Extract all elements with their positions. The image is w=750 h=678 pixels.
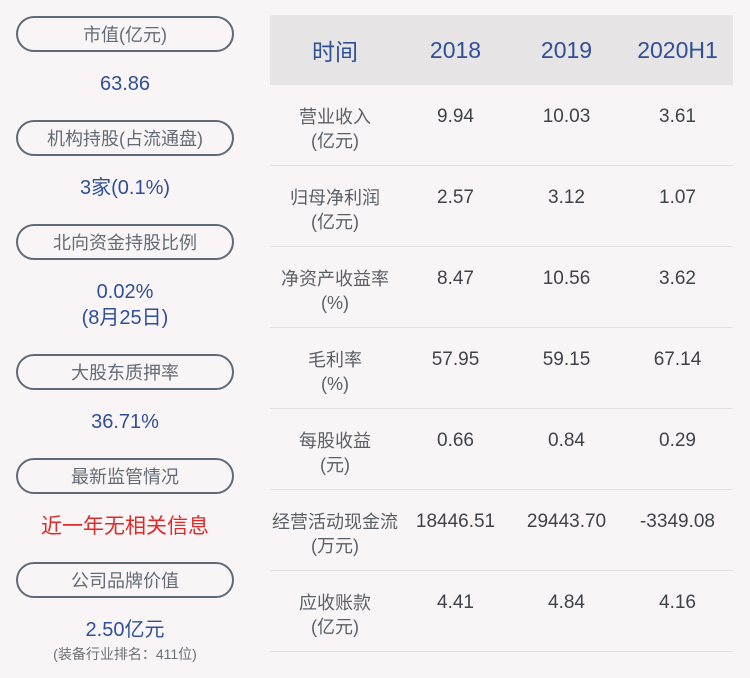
cell-value: 1.07: [659, 187, 696, 208]
row-label: 毛利率 (%): [308, 350, 362, 394]
row-label: 归母净利润 (亿元): [290, 188, 380, 232]
row-label: 每股收益 (元): [299, 431, 371, 475]
brand-value-rank-note: (装备行业排名：411位): [53, 646, 197, 662]
brand-value-value: 2.50亿元: [85, 619, 165, 641]
cell-value: -3349.08: [639, 511, 715, 532]
northbound-holding-value: 0.02%: [96, 281, 154, 303]
market-cap-label: 市值(亿元): [16, 16, 234, 52]
institutional-holding-value: 3家(0.1%): [79, 177, 171, 199]
header-2020h1: 2020H1: [637, 36, 718, 63]
header-2018: 2018: [429, 36, 482, 63]
cell-value: 18446.51: [415, 511, 496, 532]
cell-value: 9.94: [437, 106, 474, 127]
cell-value: 0.66: [437, 430, 474, 451]
cell-value: 3.61: [659, 106, 696, 127]
table-row: 每股收益 (元) 0.66 0.84 0.29: [270, 409, 733, 490]
row-label: 应收账款 (亿元): [299, 593, 371, 637]
header-period: 时间: [312, 39, 358, 65]
cell-value: 4.16: [659, 592, 696, 613]
financial-table: 时间 2018 2019 2020H1 营业收入 (亿元) 9.94 10.03 …: [270, 15, 733, 652]
cell-value: 8.47: [437, 268, 474, 289]
regulatory-status-value: 近一年无相关信息: [41, 515, 209, 538]
institutional-holding-label: 机构持股(占流通盘): [16, 120, 234, 156]
brand-value-label: 公司品牌价值: [16, 562, 234, 598]
row-label: 营业收入 (亿元): [299, 107, 371, 151]
cell-value: 67.14: [653, 349, 702, 370]
row-label: 经营活动现金流 (万元): [272, 512, 398, 556]
table-row: 毛利率 (%) 57.95 59.15 67.14: [270, 328, 733, 409]
cell-value: 3.12: [548, 187, 585, 208]
pledge-ratio-label: 大股东质押率: [16, 354, 234, 390]
cell-value: 0.84: [548, 430, 585, 451]
table-row: 归母净利润 (亿元) 2.57 3.12 1.07: [270, 166, 733, 247]
table-row: 经营活动现金流 (万元) 18446.51 29443.70 -3349.08: [270, 490, 733, 571]
row-label: 净资产收益率 (%): [281, 269, 389, 313]
table-row: 营业收入 (亿元) 9.94 10.03 3.61: [270, 85, 733, 166]
cell-value: 10.03: [542, 106, 591, 127]
cell-value: 4.84: [548, 592, 585, 613]
cell-value: 29443.70: [526, 511, 607, 532]
market-cap-value: 63.86: [99, 73, 151, 95]
cell-value: 59.15: [542, 349, 591, 370]
cell-value: 2.57: [437, 187, 474, 208]
pledge-ratio-value: 36.71%: [91, 411, 159, 433]
northbound-holding-label: 北向资金持股比例: [16, 224, 234, 260]
cell-value: 0.29: [659, 430, 696, 451]
northbound-holding-date: (8月25日): [81, 307, 169, 329]
regulatory-status-label: 最新监管情况: [16, 458, 234, 494]
table-row: 应收账款 (亿元) 4.41 4.84 4.16: [270, 571, 733, 652]
cell-value: 3.62: [659, 268, 696, 289]
cell-value: 10.56: [542, 268, 591, 289]
cell-value: 4.41: [437, 592, 474, 613]
cell-value: 57.95: [431, 349, 480, 370]
table-row: 净资产收益率 (%) 8.47 10.56 3.62: [270, 247, 733, 328]
table-header: 时间 2018 2019 2020H1: [270, 15, 733, 85]
header-2019: 2019: [540, 36, 593, 63]
